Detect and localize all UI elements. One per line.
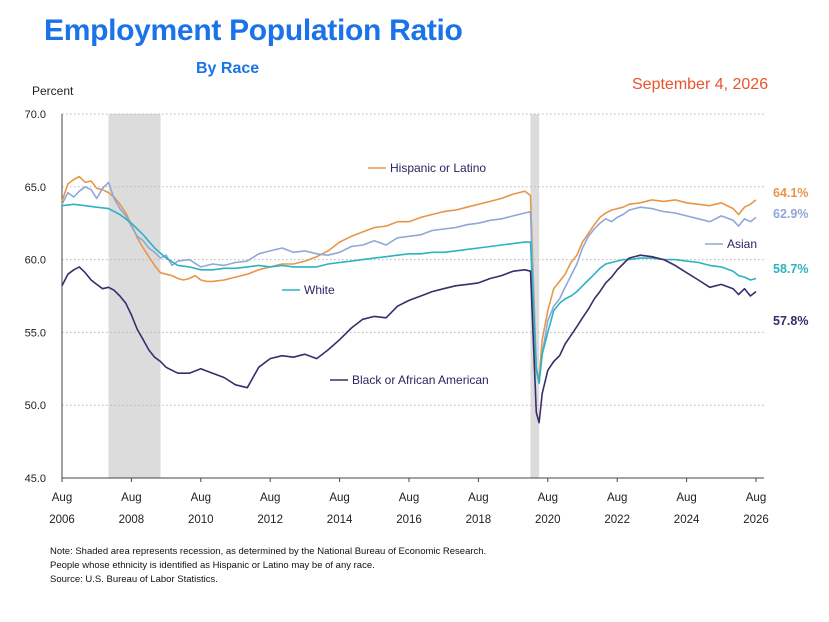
y-tick-label: 50.0: [25, 400, 46, 412]
chart-title: Employment Population Ratio: [44, 14, 463, 47]
x-tick-label-month: Aug: [399, 492, 419, 504]
x-tick-label-year: 2016: [396, 514, 422, 526]
x-tick-label-month: Aug: [746, 492, 766, 504]
x-tick-label-year: 2024: [674, 514, 700, 526]
series-line-hispanic-or-latino: [61, 175, 757, 380]
x-tick-label-month: Aug: [191, 492, 211, 504]
legend-label-asian: Asian: [727, 237, 757, 251]
x-tick-label-month: Aug: [676, 492, 696, 504]
y-tick-label: 60.0: [25, 255, 46, 267]
x-tick-label-month: Aug: [52, 492, 72, 504]
x-tick-label-month: Aug: [538, 492, 558, 504]
x-tick-label-year: 2010: [188, 514, 214, 526]
x-tick-label-year: 2014: [327, 514, 353, 526]
x-tick-label-year: 2008: [119, 514, 145, 526]
end-label-hispanic-or-latino: 64.1%: [773, 186, 808, 200]
footnote-source: Source: U.S. Bureau of Labor Statistics.: [50, 574, 218, 585]
x-tick-label-year: 2018: [466, 514, 492, 526]
legend-label-black-or-african-american: Black or African American: [352, 373, 489, 387]
x-tick-label-month: Aug: [607, 492, 627, 504]
legend-label-hispanic-or-latino: Hispanic or Latino: [390, 161, 486, 175]
footnote-ethnicity: People whose ethnicity is identified as …: [50, 560, 375, 571]
x-tick-label-year: 2022: [604, 514, 630, 526]
recession-band-1: [530, 114, 540, 478]
series-line-white: [61, 203, 757, 385]
end-label-black-or-african-american: 57.8%: [773, 314, 808, 328]
x-tick-label-month: Aug: [121, 492, 141, 504]
x-tick-label-year: 2020: [535, 514, 561, 526]
series-line-asian: [61, 181, 757, 383]
y-tick-label: 55.0: [25, 327, 46, 339]
x-tick-label-year: 2012: [257, 514, 283, 526]
x-tick-label-month: Aug: [329, 492, 349, 504]
end-label-white: 58.7%: [773, 262, 808, 276]
recession-band-0: [108, 114, 161, 478]
y-tick-label: 65.0: [25, 182, 46, 194]
y-axis-label: Percent: [32, 84, 74, 98]
y-tick-label: 70.0: [25, 109, 46, 121]
y-tick-label: 45.0: [25, 473, 46, 485]
x-tick-label-month: Aug: [260, 492, 280, 504]
chart-subtitle: By Race: [196, 60, 260, 77]
x-tick-label-month: Aug: [468, 492, 488, 504]
x-tick-label-year: 2026: [743, 514, 769, 526]
x-tick-label-year: 2006: [49, 514, 75, 526]
legend-label-white: White: [304, 283, 335, 297]
series-line-black-or-african-american: [61, 254, 757, 424]
footnote-recession: Note: Shaded area represents recession, …: [50, 546, 487, 557]
footnotes: Note: Shaded area represents recession, …: [50, 545, 486, 587]
end-label-asian: 62.9%: [773, 207, 808, 221]
release-date: September 4, 2026: [632, 76, 769, 93]
